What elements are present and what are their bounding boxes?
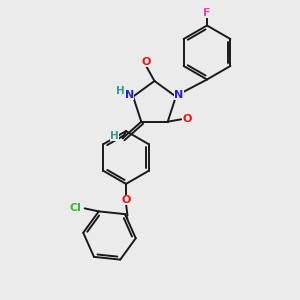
Text: H: H: [110, 131, 118, 141]
Text: Cl: Cl: [70, 203, 82, 213]
Text: N: N: [125, 90, 134, 100]
Text: O: O: [182, 114, 192, 124]
Text: F: F: [203, 8, 211, 18]
Text: O: O: [121, 195, 131, 205]
Text: O: O: [141, 56, 151, 67]
Text: H: H: [116, 86, 125, 96]
Text: N: N: [174, 90, 184, 100]
